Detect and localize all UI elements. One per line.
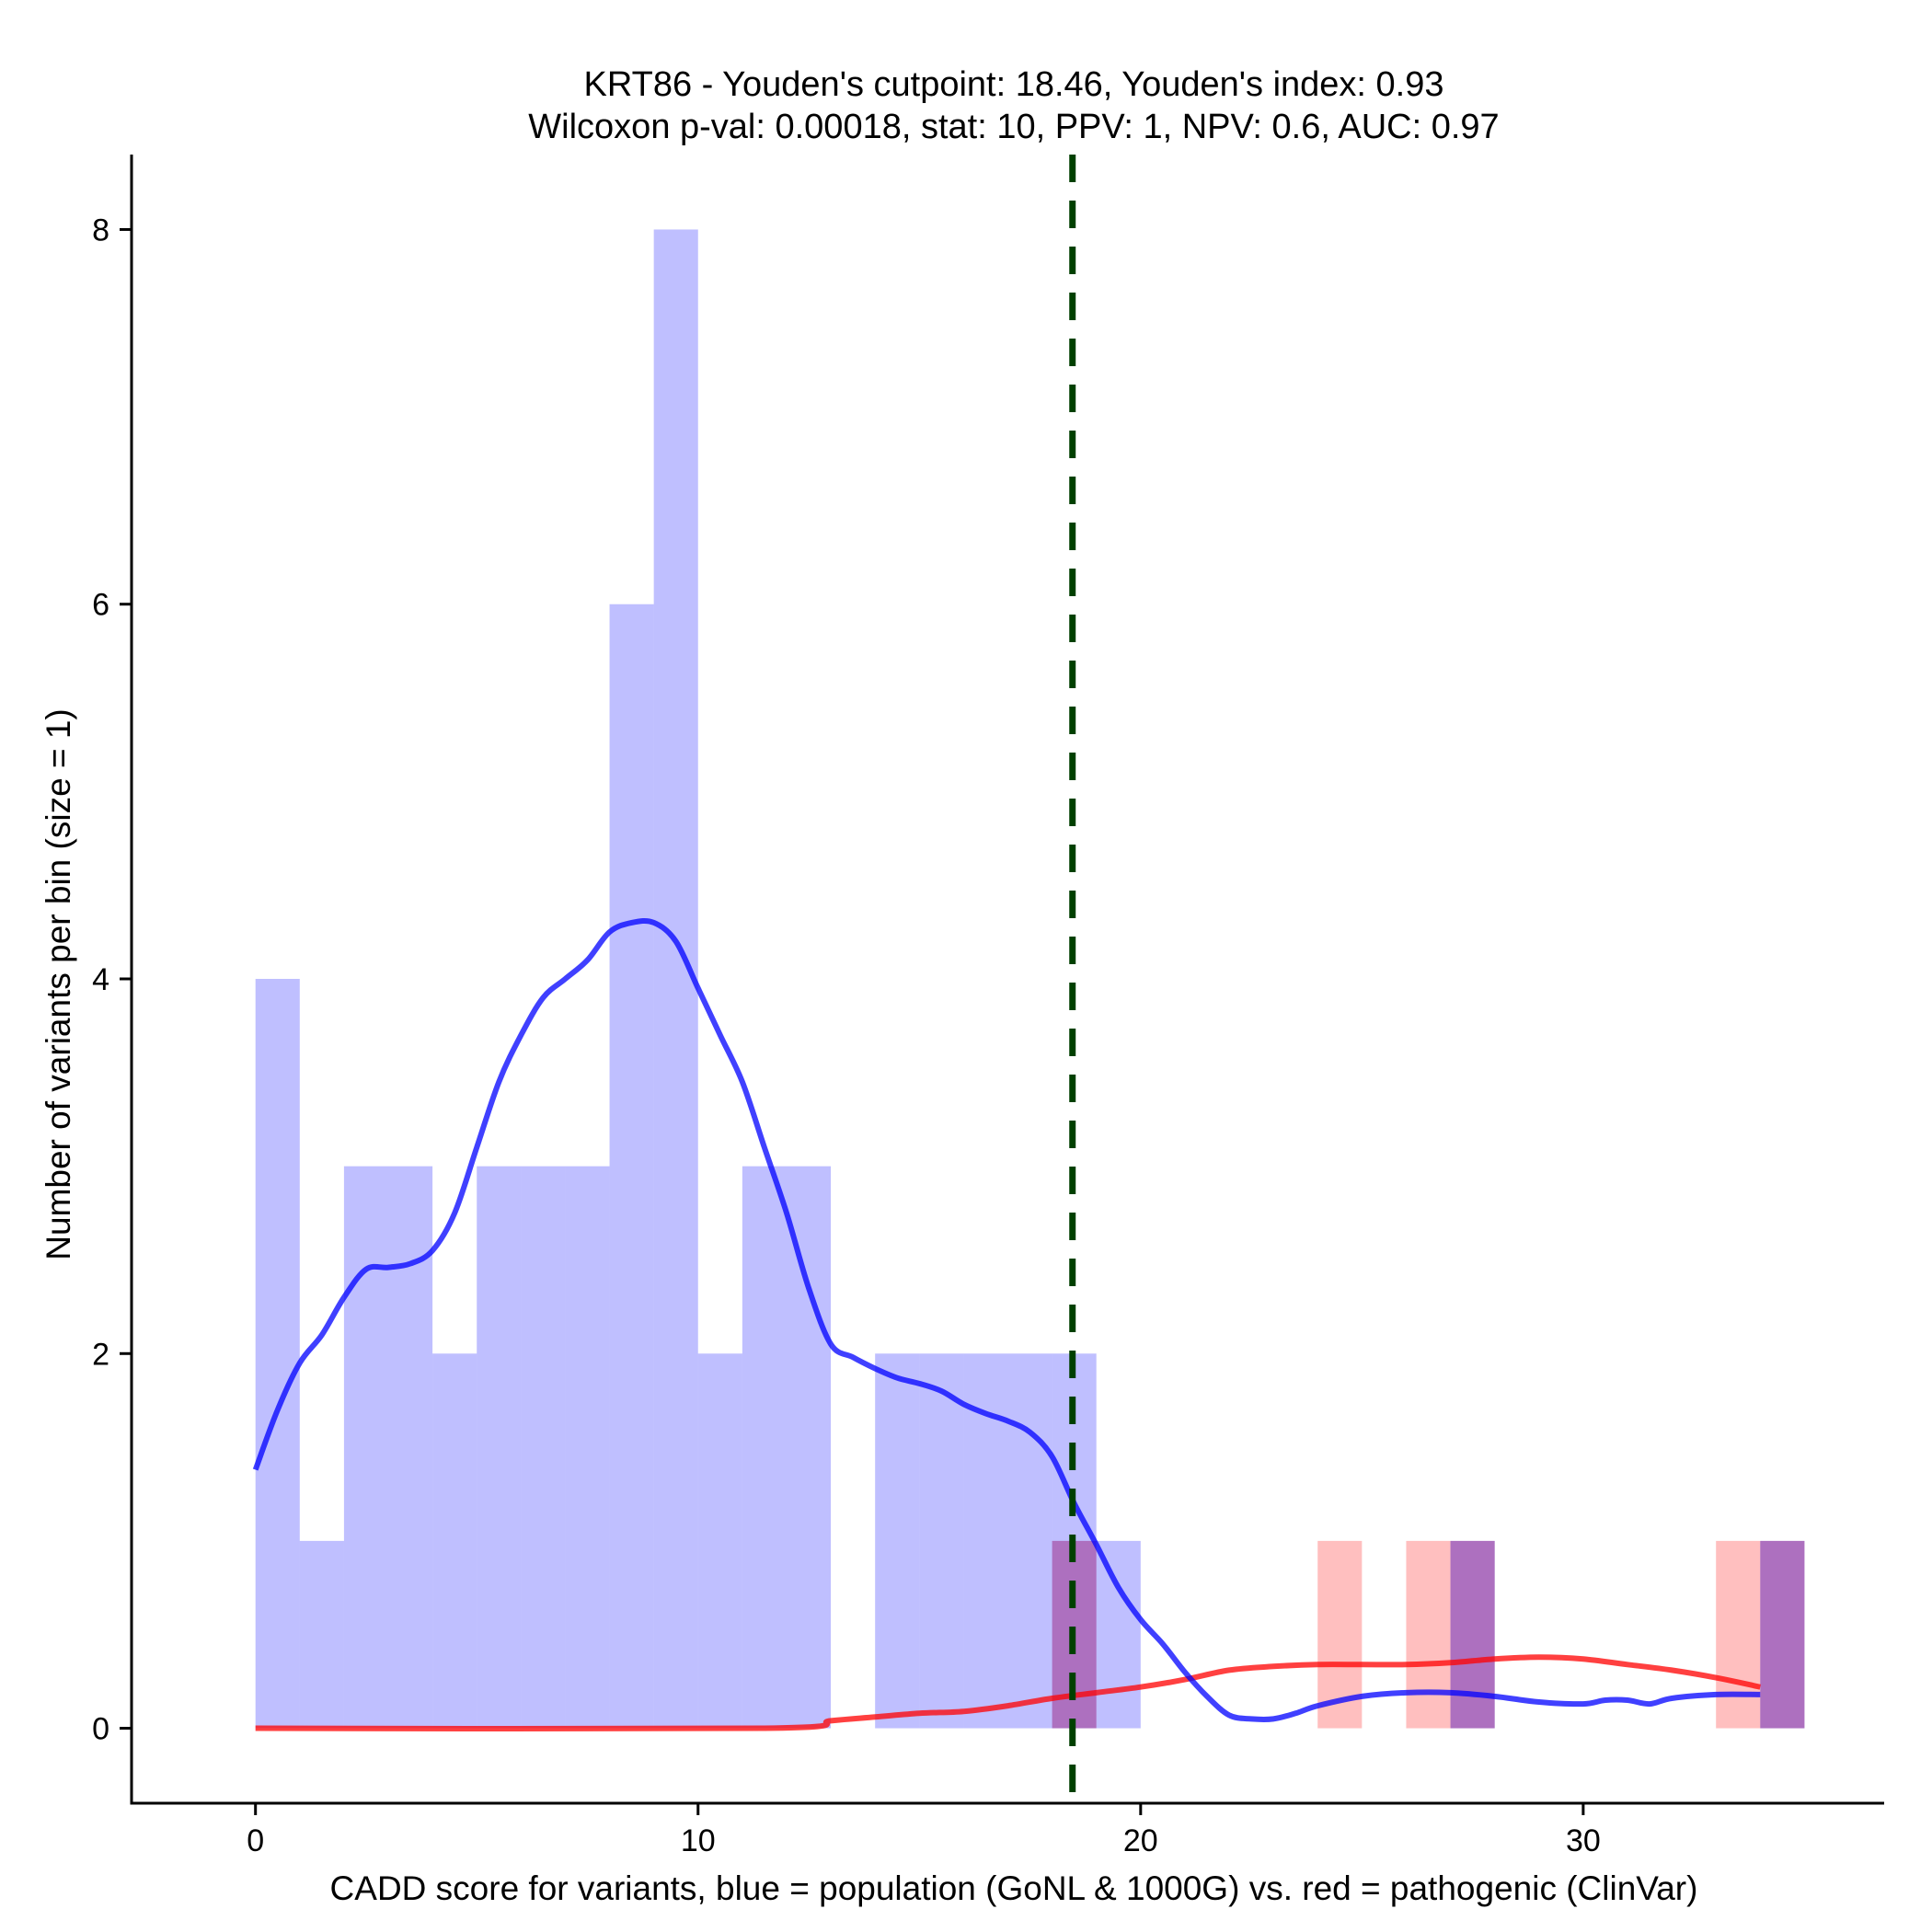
population-bar-11 [742, 1166, 787, 1729]
population-bar-7 [565, 1166, 610, 1729]
y-tick-label-4: 8 [92, 213, 109, 247]
chart-title: KRT86 - Youden's cutpoint: 18.46, Youden… [528, 65, 1499, 146]
population-bar-18 [1096, 1540, 1141, 1729]
population-bar-10 [697, 1353, 742, 1729]
pathogenic-bar-2 [1406, 1540, 1451, 1729]
population-bar-9 [653, 229, 698, 1729]
overlap-bar-5 [1760, 1540, 1805, 1729]
population-bar-14 [919, 1353, 964, 1729]
population-density-line [252, 917, 1761, 1722]
y-tick-label-1: 2 [92, 1337, 109, 1372]
population-bar-12 [786, 1166, 832, 1729]
population-bar-3 [388, 1166, 433, 1729]
population-bar-8 [609, 604, 654, 1729]
population-bar-6 [521, 1166, 566, 1729]
pathogenic-bar-4 [1716, 1540, 1761, 1729]
x-tick-label-3: 30 [1566, 1823, 1601, 1858]
x-tick-label-2: 20 [1123, 1823, 1158, 1858]
density-curves [252, 917, 1761, 1732]
population-bar-5 [477, 1166, 522, 1729]
pathogenic-density-line [255, 1654, 1761, 1732]
x-tick-label-0: 0 [247, 1823, 264, 1858]
overlap-bar-3 [1450, 1540, 1495, 1729]
y-tick-label-3: 6 [92, 588, 109, 623]
population-bar-0 [255, 979, 300, 1729]
y-axis-label: Number of variants per bin (size = 1) [40, 708, 77, 1259]
population-bar-2 [343, 1166, 389, 1729]
population-histogram [255, 229, 1805, 1729]
y-axis-ticks: 0 2 4 6 8 [92, 213, 132, 1747]
y-tick-label-2: 4 [92, 962, 109, 997]
y-tick-label-0: 0 [92, 1712, 109, 1747]
chart-title-line-1: KRT86 - Youden's cutpoint: 18.46, Youden… [584, 65, 1444, 104]
population-bar-13 [875, 1353, 920, 1729]
population-bar-16 [1007, 1353, 1052, 1729]
x-tick-label-1: 10 [681, 1823, 716, 1858]
population-bar-1 [299, 1540, 344, 1729]
population-bar-4 [432, 1353, 477, 1729]
chart-title-line-2: Wilcoxon p-val: 0.00018, stat: 10, PPV: … [528, 108, 1499, 146]
x-axis-ticks: 0 10 20 30 [247, 1803, 1601, 1858]
x-axis-label: CADD score for variants, blue = populati… [330, 1869, 1698, 1907]
